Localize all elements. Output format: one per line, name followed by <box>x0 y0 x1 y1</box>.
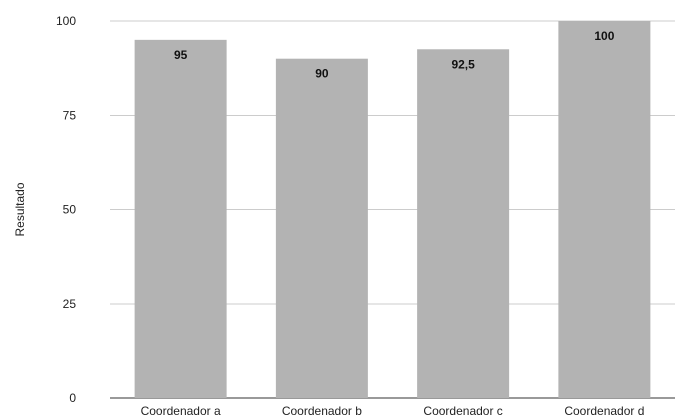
y-tick-label: 0 <box>69 391 76 405</box>
y-tick-label: 25 <box>63 297 77 311</box>
y-tick-label: 100 <box>56 14 76 28</box>
bar-data-label: 100 <box>594 29 614 43</box>
y-tick-label: 50 <box>63 203 77 217</box>
x-category-label: Coordenador c <box>423 404 502 418</box>
x-category-label: Coordenador a <box>141 404 221 418</box>
bar <box>558 21 651 398</box>
bars <box>134 21 651 399</box>
labels: 0 25 50 75 100 95 Coordenador a 90 Coordenador b… <box>56 14 644 418</box>
bar-data-label: 90 <box>315 67 329 81</box>
y-axis-title: Resultado <box>13 182 27 236</box>
bar <box>134 39 227 398</box>
bar-data-label: 92,5 <box>451 57 475 71</box>
bar <box>275 58 368 398</box>
x-category-label: Coordenador d <box>564 404 644 418</box>
x-category-label: Coordenador b <box>282 404 362 418</box>
bar <box>417 49 510 399</box>
bar-data-label: 95 <box>174 48 188 62</box>
y-tick-label: 75 <box>63 108 77 122</box>
